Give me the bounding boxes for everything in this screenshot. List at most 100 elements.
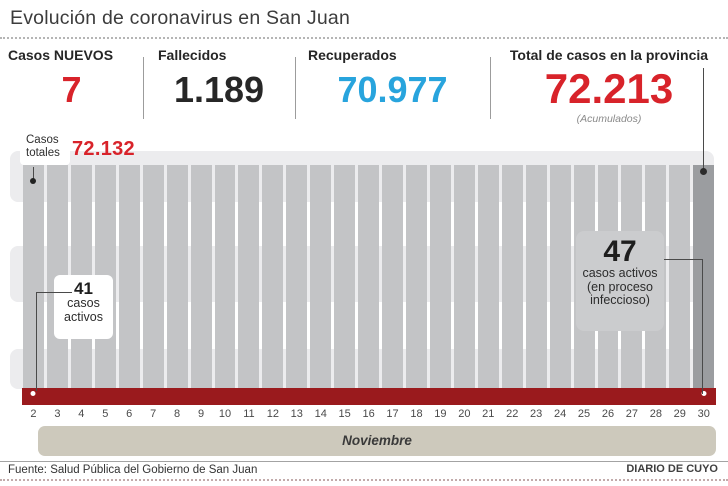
active-bar-day-26 bbox=[596, 388, 620, 405]
active-bar-day-4 bbox=[69, 388, 94, 405]
day-label-30: 30 bbox=[697, 408, 710, 420]
day-label-5: 5 bbox=[102, 408, 109, 420]
annotation-47: 47 casos activos (en proceso infeccioso) bbox=[576, 231, 664, 331]
total-bar-day-20 bbox=[452, 165, 477, 405]
total-bar-day-29 bbox=[667, 165, 692, 405]
total-bar-day-30 bbox=[691, 165, 716, 405]
active-bar-day-25 bbox=[572, 388, 596, 405]
casos-totales-value: 72.132 bbox=[72, 138, 135, 160]
total-bar-day-14 bbox=[308, 165, 333, 405]
active-bar-day-2 bbox=[21, 388, 46, 405]
day-label-24: 24 bbox=[553, 408, 567, 420]
total-bar-day-9 bbox=[189, 165, 213, 405]
active-bar-day-10 bbox=[213, 388, 237, 405]
stat-total-provincia: Total de casos en la provincia 72.213 (A… bbox=[490, 48, 728, 132]
active-bar-day-20 bbox=[452, 388, 477, 405]
day-label-11: 11 bbox=[243, 408, 255, 420]
credit-text: DIARIO DE CUYO bbox=[626, 463, 718, 475]
day-label-9: 9 bbox=[197, 408, 205, 420]
annotation-41-value: 41 bbox=[74, 279, 93, 298]
connector-41-horizontal bbox=[36, 292, 72, 293]
total-bar-day-8 bbox=[165, 165, 190, 405]
annotation-47-line2: (en proceso bbox=[586, 279, 653, 294]
connector-total-vertical bbox=[703, 68, 704, 170]
active-bar-day-30 bbox=[691, 388, 716, 405]
annotation-47-line1: casos activos bbox=[582, 266, 658, 280]
day-label-26: 26 bbox=[601, 408, 615, 420]
active-bar-day-18 bbox=[404, 388, 429, 405]
day-label-10: 10 bbox=[218, 408, 232, 420]
annotation-41-line1: casos bbox=[67, 296, 100, 310]
stat-value: 70.977 bbox=[337, 69, 448, 110]
total-bar-day-16 bbox=[356, 165, 381, 405]
day-label-15: 15 bbox=[338, 408, 351, 420]
stat-label: Recuperados bbox=[308, 47, 397, 63]
day-label-2: 2 bbox=[30, 408, 37, 420]
annotation-41-line2: activos bbox=[64, 309, 103, 324]
active-bar-day-12 bbox=[260, 388, 285, 405]
marker-dot-active-day-2 bbox=[30, 391, 36, 396]
footer-rule bbox=[0, 461, 728, 462]
active-bar-day-28 bbox=[643, 388, 668, 405]
stat-value: 72.213 bbox=[544, 65, 674, 112]
active-bar-day-15 bbox=[332, 388, 357, 405]
annotation-41: 41 casos activos bbox=[54, 275, 113, 339]
day-label-6: 6 bbox=[126, 408, 133, 420]
stat-sublabel: (Acumulados) bbox=[576, 113, 642, 125]
month-axis-bar: Noviembre bbox=[38, 426, 716, 456]
total-bar-day-2 bbox=[21, 165, 46, 405]
page-title: Evolución de coronavirus en San Juan bbox=[10, 7, 350, 29]
active-bar-day-21 bbox=[476, 388, 501, 405]
stat-label: Total de casos en la provincia bbox=[509, 47, 709, 63]
marker-dot-total bbox=[700, 168, 707, 175]
day-label-29: 29 bbox=[673, 408, 686, 420]
casos-totales-line1: Casos bbox=[26, 134, 59, 146]
connector-casos-totales bbox=[33, 167, 34, 180]
total-bar-day-19 bbox=[428, 165, 453, 405]
total-bar-day-21 bbox=[476, 165, 501, 405]
total-bar-day-11 bbox=[236, 165, 261, 405]
stat-fallecidos: Fallecidos 1.189 bbox=[143, 48, 295, 132]
bars bbox=[21, 165, 716, 405]
day-label-3: 3 bbox=[54, 408, 61, 420]
day-label-25: 25 bbox=[577, 408, 591, 420]
active-bar-day-27 bbox=[619, 388, 644, 405]
active-bar-day-8 bbox=[165, 388, 190, 405]
total-bar-day-6 bbox=[117, 165, 142, 405]
active-bar-day-6 bbox=[117, 388, 142, 405]
stat-value: 1.189 bbox=[173, 69, 265, 110]
stat-divider bbox=[490, 57, 491, 119]
stat-divider bbox=[143, 57, 144, 119]
day-label-22: 22 bbox=[506, 408, 519, 420]
active-bar-day-14 bbox=[308, 388, 333, 405]
day-label-8: 8 bbox=[174, 408, 181, 420]
active-bar-day-16 bbox=[356, 388, 381, 405]
total-bar-day-18 bbox=[404, 165, 429, 405]
marker-dot-active-day-30 bbox=[701, 391, 707, 396]
dotted-rule-bottom bbox=[0, 479, 728, 481]
total-bar-day-12 bbox=[260, 165, 285, 405]
stat-label: Fallecidos bbox=[158, 47, 227, 63]
stat-divider bbox=[295, 57, 296, 119]
stat-casos-nuevos: Casos NUEVOS 7 bbox=[0, 48, 143, 132]
total-bar-day-10 bbox=[213, 165, 237, 405]
active-bar-day-29 bbox=[667, 388, 692, 405]
total-bar-day-23 bbox=[524, 165, 549, 405]
day-label-19: 19 bbox=[434, 408, 447, 420]
source-text: Fuente: Salud Pública del Gobierno de Sa… bbox=[8, 464, 258, 476]
total-bar-day-7 bbox=[141, 165, 166, 405]
active-bar-day-22 bbox=[500, 388, 525, 405]
day-label-28: 28 bbox=[649, 408, 662, 420]
total-bar-day-17 bbox=[380, 165, 405, 405]
day-label-20: 20 bbox=[458, 408, 471, 420]
active-bar-day-17 bbox=[380, 388, 405, 405]
day-label-16: 16 bbox=[362, 408, 375, 420]
day-label-21: 21 bbox=[482, 408, 495, 420]
marker-dot-casos-totales bbox=[30, 178, 36, 184]
day-label-17: 17 bbox=[386, 408, 399, 420]
day-labels: 2 3 4 5 6 7 8 9 10 11 12 13 14 15 16 17 18 19 20 21 22 23 24 25… bbox=[23, 408, 714, 420]
total-bar-day-24 bbox=[548, 165, 573, 405]
active-bar-day-11 bbox=[236, 388, 261, 405]
stat-recuperados: Recuperados 70.977 bbox=[295, 48, 490, 132]
day-label-18: 18 bbox=[410, 408, 423, 420]
